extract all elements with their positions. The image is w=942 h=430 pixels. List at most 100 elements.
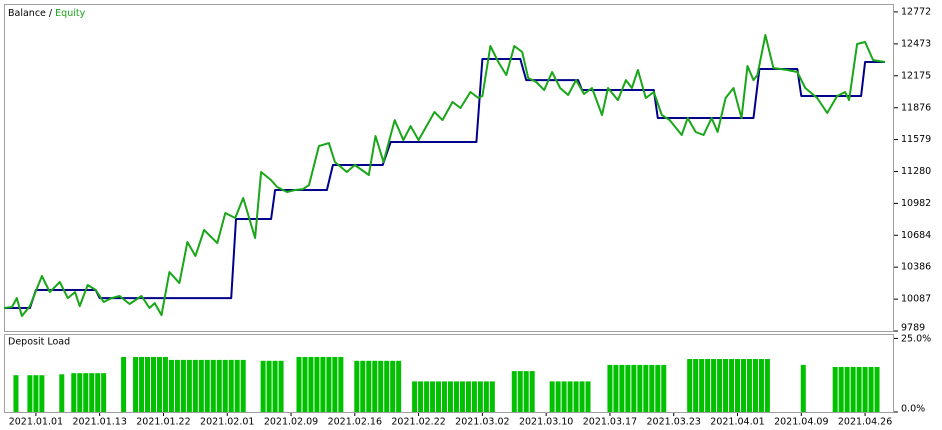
y-tick-label: 11280 (901, 166, 931, 177)
y-tick-label: 12175 (901, 70, 931, 81)
load-bar (729, 359, 735, 412)
load-bar (579, 381, 585, 412)
y-tick-label: 25.0% (901, 334, 931, 345)
load-bar (585, 381, 591, 412)
load-bar (308, 356, 314, 412)
load-bar (746, 359, 752, 412)
load-bar (862, 366, 868, 412)
load-bar (338, 356, 344, 412)
load-bar (210, 359, 216, 412)
load-bar (607, 364, 613, 412)
load-bar (320, 356, 326, 412)
main-panel (4, 4, 894, 332)
load-bar (145, 356, 151, 412)
load-bar (549, 381, 555, 412)
load-bar (699, 359, 705, 412)
x-tick-label: 2021.01.01 (9, 417, 63, 428)
load-bar (430, 381, 436, 412)
legend: Balance / Equity (8, 8, 86, 19)
x-tick-label: 2021.04.01 (710, 417, 764, 428)
load-bar (156, 356, 162, 412)
load-bar (162, 356, 168, 412)
load-bar (649, 364, 655, 412)
load-bar (13, 375, 19, 412)
load-bar (326, 356, 332, 412)
legend-equity: Equity (55, 8, 85, 19)
series-line (3, 34, 886, 317)
load-bar (186, 359, 192, 412)
load-bar (412, 381, 418, 412)
load-bar (222, 359, 228, 412)
load-bar (523, 371, 529, 412)
load-bar (619, 364, 625, 412)
y-tick-label: 9789 (901, 323, 925, 334)
load-bar (390, 360, 396, 412)
plot: 12772 12473 12175 11876 11579 11280 10982 10684… (3, 6, 931, 428)
load-bar (764, 359, 770, 412)
load-bar (360, 360, 366, 412)
load-bar (101, 373, 107, 412)
load-bar (378, 360, 384, 412)
load-bar (71, 373, 77, 412)
load-bar (447, 381, 453, 412)
load-bar (296, 356, 302, 412)
load-bar (856, 366, 862, 412)
load-bar (278, 360, 284, 412)
x-tick-label: 2021.02.01 (200, 417, 254, 428)
load-bar (874, 366, 880, 412)
load-bar (168, 359, 174, 412)
load-bar (198, 359, 204, 412)
load-bar (83, 373, 89, 412)
load-bar (655, 364, 661, 412)
load-bar (204, 359, 210, 412)
y-tick-label: 10684 (901, 230, 931, 241)
load-bar (471, 381, 477, 412)
load-bar (77, 373, 83, 412)
load-bar (228, 359, 234, 412)
legend-balance: Balance (8, 8, 46, 19)
load-bar (868, 366, 874, 412)
x-tick-label: 2021.03.10 (519, 417, 573, 428)
load-bar (418, 381, 424, 412)
load-bar (33, 375, 39, 412)
y-tick-label: 11876 (901, 102, 931, 113)
load-bar (511, 371, 517, 412)
load-bar (59, 374, 65, 412)
x-tick-label: 2021.03.02 (455, 417, 509, 428)
load-bar (723, 359, 729, 412)
load-bar (529, 371, 535, 412)
load-bar (139, 356, 145, 412)
y-tick-label: 10087 (901, 294, 931, 305)
y-tick-label: 0.0% (901, 404, 925, 415)
y-tick-label: 12772 (901, 6, 931, 17)
load-bar (260, 360, 266, 412)
load-bar (302, 356, 308, 412)
load-bar (133, 356, 139, 412)
load-bar (465, 381, 471, 412)
load-bar (192, 359, 198, 412)
x-tick-label: 2021.04.26 (838, 417, 892, 428)
load-bar (240, 359, 246, 412)
load-bar (180, 359, 186, 412)
load-bar (517, 371, 523, 412)
load-bar (27, 375, 33, 412)
load-title: Deposit Load (8, 337, 70, 348)
load-bar (740, 359, 746, 412)
x-tick-label: 2021.01.13 (72, 417, 126, 428)
x-tick-label: 2021.04.09 (774, 417, 828, 428)
x-tick-label: 2021.01.22 (136, 417, 190, 428)
load-bar (643, 364, 649, 412)
load-bar (150, 356, 156, 412)
load-bar (453, 381, 459, 412)
load-bar (561, 381, 567, 412)
load-bar (735, 359, 741, 412)
x-tick-label: 2021.02.16 (328, 417, 382, 428)
load-bar (661, 364, 667, 412)
load-bar (366, 360, 372, 412)
load-bar (477, 381, 483, 412)
load-bar (489, 381, 495, 412)
load-bar (693, 359, 699, 412)
load-bar (332, 356, 338, 412)
load-bar (752, 359, 758, 412)
